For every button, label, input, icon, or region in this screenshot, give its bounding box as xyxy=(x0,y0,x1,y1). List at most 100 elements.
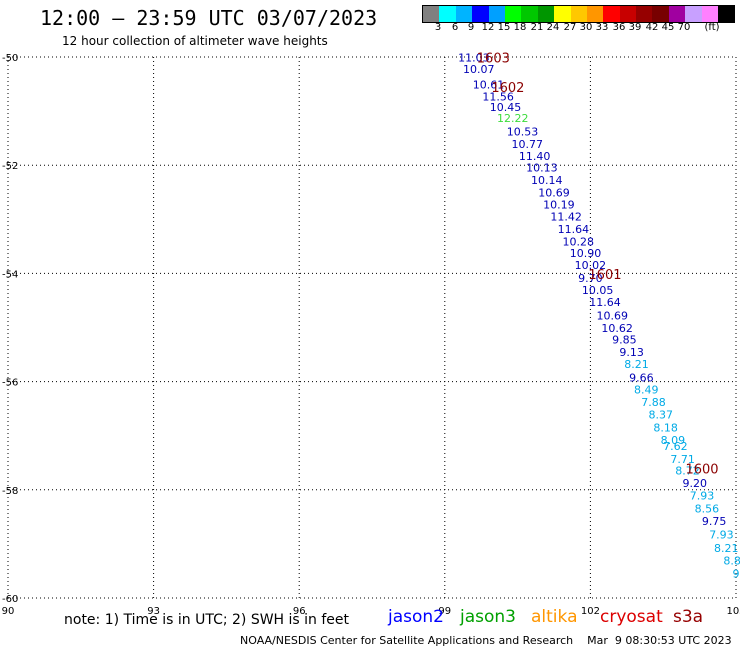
longitude-label: 99 xyxy=(438,606,451,617)
wave-height-value: 10.61 xyxy=(473,78,505,91)
latitude-label: -60 xyxy=(2,594,18,605)
wave-height-value: 7.93 xyxy=(709,528,734,541)
color-swatch xyxy=(701,6,719,22)
satellite-label-altika: altika xyxy=(531,607,578,627)
wave-height-value: 11.64 xyxy=(589,296,621,309)
wave-height-value: 9 xyxy=(733,567,740,580)
wave-height-value: 10.62 xyxy=(601,322,633,335)
wave-height-value: 10.77 xyxy=(512,138,544,151)
latitude-label: -52 xyxy=(2,161,18,172)
color-swatch xyxy=(439,6,456,22)
wave-height-value: 9.85 xyxy=(612,334,637,347)
wave-height-value: 8.56 xyxy=(695,503,720,516)
wave-height-color-scale xyxy=(422,5,736,23)
wave-height-value: 10.19 xyxy=(543,198,575,211)
wave-height-value: 8.21 xyxy=(714,542,739,555)
wave-height-value: 10.13 xyxy=(526,162,558,175)
wave-height-value: 11.56 xyxy=(482,90,514,103)
generated-timestamp: Mar 9 08:30:53 UTC 2023 xyxy=(587,634,732,647)
color-swatch xyxy=(619,6,637,22)
color-swatch xyxy=(521,6,538,22)
wave-height-value: 10.53 xyxy=(507,125,539,138)
wave-height-value: 11.03 xyxy=(458,51,490,64)
wave-height-value: 7.62 xyxy=(663,440,688,453)
color-scale-label: (ft) xyxy=(704,22,720,33)
latitude-label: -56 xyxy=(2,378,18,389)
map-title: 12:00 — 23:59 UTC 03/07/2023 xyxy=(40,6,378,30)
credit-text: NOAA/NESDIS Center for Satellite Applica… xyxy=(240,634,574,647)
satellite-label-s3a: s3a xyxy=(673,607,704,627)
color-scale-label: 42 xyxy=(645,22,659,33)
color-swatch xyxy=(423,6,440,22)
wave-height-value: 8.21 xyxy=(624,358,649,371)
wave-height-value: 10.07 xyxy=(463,63,495,76)
color-scale-label: 33 xyxy=(595,22,609,33)
color-scale-label: 36 xyxy=(612,22,626,33)
color-swatch xyxy=(472,6,489,22)
color-swatch xyxy=(636,6,653,22)
wave-height-value: 12.22 xyxy=(497,112,529,125)
wave-height-value: 8.49 xyxy=(634,384,659,397)
longitude-label: 102 xyxy=(581,606,600,617)
pass-number: 1603 xyxy=(477,51,510,66)
latitude-label: -50 xyxy=(2,53,18,64)
pass-number: 1600 xyxy=(685,463,718,478)
wave-height-value: 10.05 xyxy=(582,284,614,297)
wave-height-value: 7.88 xyxy=(641,396,666,409)
color-scale-label: 3 xyxy=(434,22,442,33)
wave-height-value: 10.45 xyxy=(490,101,522,114)
wave-height-value: 8.18 xyxy=(653,421,678,434)
wave-height-value: 8.72 xyxy=(675,465,700,478)
wave-height-value: 10.90 xyxy=(570,247,602,260)
color-scale-label: 18 xyxy=(513,22,527,33)
latitude-label: -54 xyxy=(2,269,18,280)
color-swatch xyxy=(570,6,587,22)
satellite-label-jason2: jason2 xyxy=(388,607,444,627)
color-scale-label: 70 xyxy=(677,22,691,33)
color-scale-label: 27 xyxy=(563,22,577,33)
wave-height-value: 10.02 xyxy=(575,259,607,272)
color-swatch xyxy=(586,6,604,22)
footnote: note: 1) Time is in UTC; 2) SWH is in fe… xyxy=(64,612,350,628)
map-subtitle: 12 hour collection of altimeter wave hei… xyxy=(62,34,328,48)
wave-height-value: 9.13 xyxy=(619,346,644,359)
color-swatch xyxy=(603,6,620,22)
satellite-label-cryosat: cryosat xyxy=(600,607,663,627)
color-scale-label: 30 xyxy=(579,22,593,33)
longitude-label: 96 xyxy=(293,606,306,617)
wave-height-value: 8.8 xyxy=(723,554,740,567)
color-scale-label: 12 xyxy=(481,22,495,33)
wave-height-value: 7.71 xyxy=(670,453,695,466)
color-swatch xyxy=(685,6,702,22)
color-scale-label: 21 xyxy=(530,22,544,33)
longitude-label: 105 xyxy=(726,606,740,617)
wave-height-value: 11.64 xyxy=(558,223,590,236)
color-scale-label: 24 xyxy=(546,22,560,33)
color-scale-label: 39 xyxy=(628,22,642,33)
wave-height-value: 10.14 xyxy=(531,174,563,187)
wave-height-value: 11.40 xyxy=(519,150,551,163)
wave-height-value: 10.69 xyxy=(596,309,628,322)
pass-number: 1602 xyxy=(491,81,524,96)
longitude-label: 93 xyxy=(147,606,160,617)
color-swatch xyxy=(668,6,686,22)
color-scale-label: 6 xyxy=(451,22,459,33)
color-scale-label: 15 xyxy=(497,22,511,33)
wave-height-value: 8.37 xyxy=(649,408,674,421)
credits-footer: NOAA/NESDIS Center for Satellite Applica… xyxy=(240,634,732,647)
latitude-label: -58 xyxy=(2,486,18,497)
wave-height-value: 8.09 xyxy=(661,434,686,447)
color-scale-label: 45 xyxy=(661,22,675,33)
wave-height-value: 9.66 xyxy=(629,372,654,385)
wave-height-value: 9.20 xyxy=(682,477,707,490)
wave-height-value: 7.93 xyxy=(690,490,715,503)
color-swatch xyxy=(455,6,473,22)
color-swatch xyxy=(537,6,555,22)
color-swatch xyxy=(554,6,571,22)
wave-height-value: 10.28 xyxy=(563,235,595,248)
wave-height-value: 10.69 xyxy=(538,187,570,200)
wave-height-value: 11.42 xyxy=(550,210,582,223)
wave-height-value: 9.75 xyxy=(702,515,727,528)
color-scale-label: 9 xyxy=(467,22,475,33)
